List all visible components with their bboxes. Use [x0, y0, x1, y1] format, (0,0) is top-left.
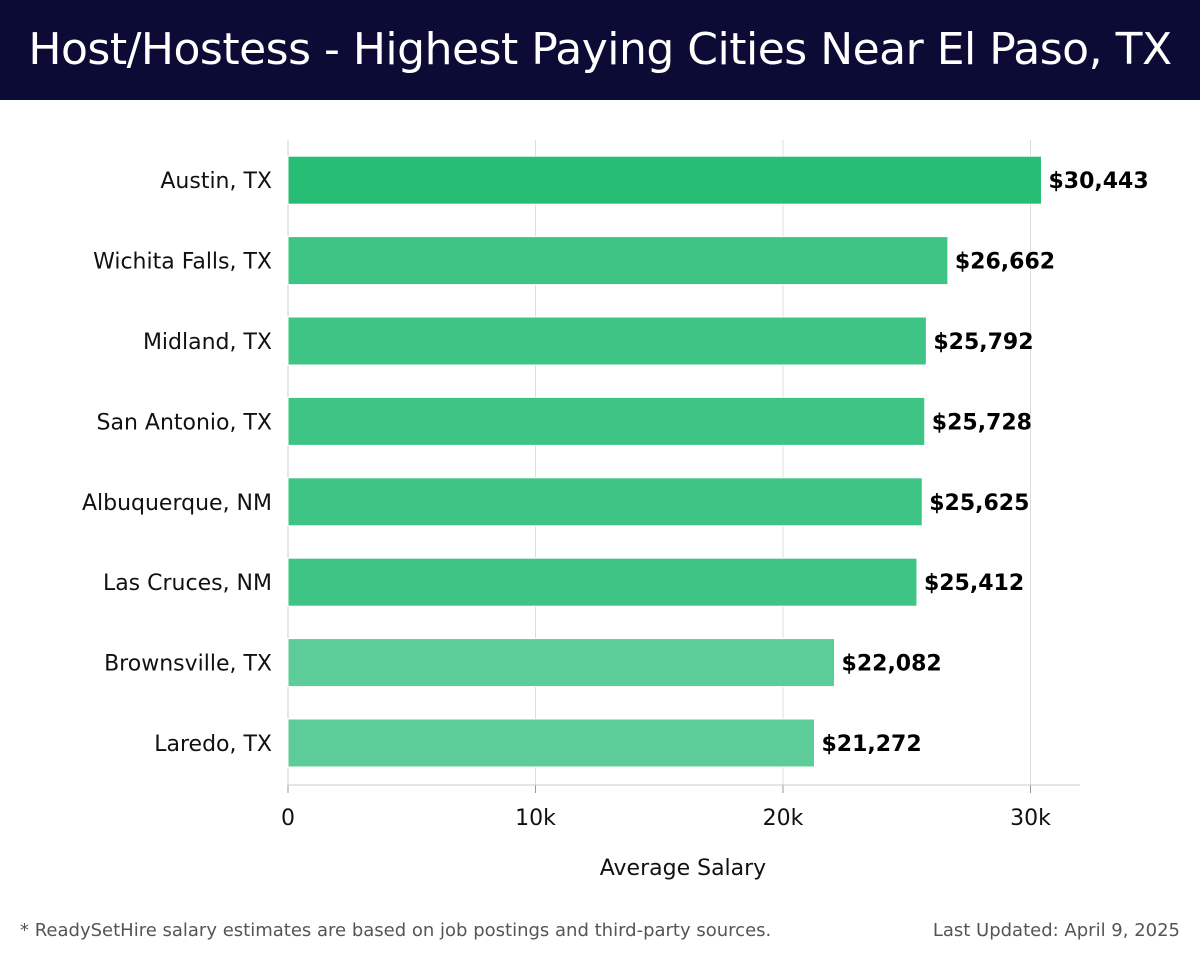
category-label: Wichita Falls, TX: [93, 250, 272, 275]
value-label: $22,082: [842, 652, 942, 677]
x-tick-label: 30k: [1010, 806, 1051, 831]
value-label: $21,272: [821, 732, 921, 757]
bar: [287, 236, 949, 286]
category-label: San Antonio, TX: [97, 410, 272, 435]
bar: [287, 638, 836, 688]
value-label: $30,443: [1048, 169, 1148, 194]
x-tick-label: 10k: [515, 806, 556, 831]
bar: [287, 557, 918, 607]
value-label: $25,412: [924, 571, 1024, 596]
x-axis-label: Average Salary: [600, 856, 766, 881]
category-label: Laredo, TX: [154, 732, 272, 757]
bar: [287, 396, 926, 446]
last-updated: Last Updated: April 9, 2025: [932, 920, 1180, 941]
header-bar: Host/Hostess - Highest Paying Cities Nea…: [0, 0, 1200, 100]
bar: [287, 718, 815, 768]
value-label: $26,662: [955, 250, 1055, 275]
bar: [287, 477, 923, 527]
value-label: $25,792: [933, 330, 1033, 355]
page-title: Host/Hostess - Highest Paying Cities Nea…: [28, 24, 1172, 75]
bar-layer: [287, 155, 1042, 768]
category-label: Brownsville, TX: [104, 652, 272, 677]
category-label: Austin, TX: [160, 169, 272, 194]
value-label: $25,625: [929, 491, 1029, 516]
bar: [287, 155, 1042, 205]
label-layer: 0 10k 20k 30k Austin, TX $30,443 Wichita Falls…: [82, 169, 1149, 831]
footnote: * ReadySetHire salary estimates are base…: [20, 920, 772, 941]
category-label: Albuquerque, NM: [82, 491, 272, 516]
bar-chart: 0 10k 20k 30k Austin, TX $30,443 Wichita Falls…: [82, 140, 1149, 881]
bar: [287, 316, 927, 366]
x-tick-label: 20k: [763, 806, 804, 831]
value-label: $25,728: [932, 410, 1032, 435]
x-tick-label: 0: [281, 806, 295, 831]
category-label: Las Cruces, NM: [103, 571, 272, 596]
category-label: Midland, TX: [143, 330, 272, 355]
